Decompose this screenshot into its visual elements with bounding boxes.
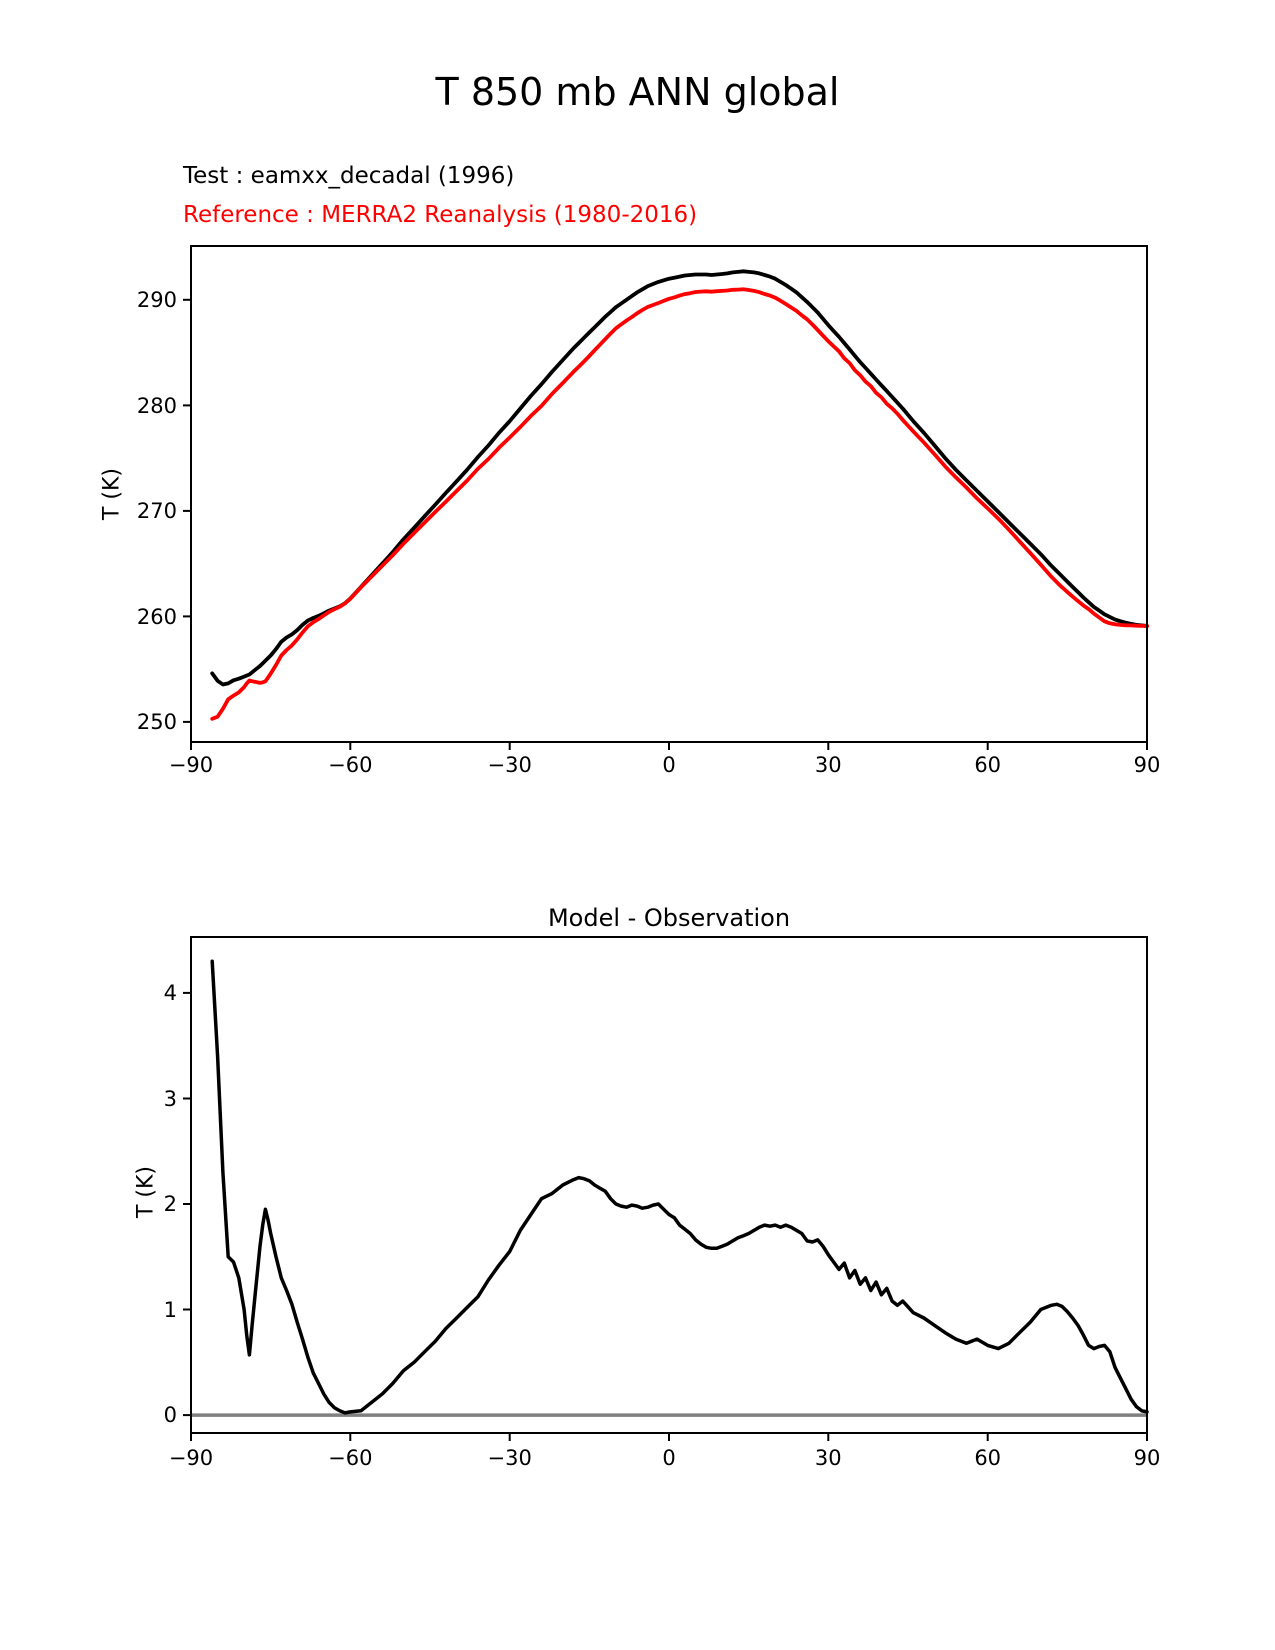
bottom-plot-box xyxy=(190,936,1148,1434)
y-tick-label: 250 xyxy=(136,710,177,734)
x-tick-label: −90 xyxy=(168,753,214,777)
x-tick-label: −60 xyxy=(328,1446,373,1470)
reference-curve xyxy=(210,287,1149,721)
x-tick-label: 90 xyxy=(1133,753,1161,777)
x-tick-label: 90 xyxy=(1133,1446,1161,1470)
y-tick-label: 270 xyxy=(136,499,177,523)
top-plot-box xyxy=(190,245,1148,743)
x-tick-label: 0 xyxy=(662,1446,676,1470)
x-tick-label: 60 xyxy=(974,753,1002,777)
x-tick-label: 30 xyxy=(814,753,842,777)
x-tick-label: 0 xyxy=(662,753,676,777)
y-tick-label: 0 xyxy=(163,1403,177,1427)
x-tick-label: 60 xyxy=(974,1446,1002,1470)
x-tick-label: 30 xyxy=(814,1446,842,1470)
y-tick-label: 290 xyxy=(136,288,177,312)
legend-reference-line: Reference : MERRA2 Reanalysis (1980-2016… xyxy=(183,202,698,228)
y-tick-label: 280 xyxy=(136,393,177,418)
x-tick-label: −30 xyxy=(487,1446,532,1470)
y-tick-label: 260 xyxy=(136,604,177,629)
diff-curve xyxy=(210,959,1149,1415)
y-tick-label: 3 xyxy=(163,1086,177,1111)
test-curve xyxy=(210,269,1149,687)
figure-title: T 850 mb ANN global xyxy=(435,70,840,114)
x-tick-label: −60 xyxy=(328,753,373,777)
legend-test-line: Test : eamxx_decadal (1996) xyxy=(183,163,515,189)
x-tick-label: −30 xyxy=(487,753,532,777)
y-tick-label: 2 xyxy=(163,1192,177,1216)
y-tick-label: 4 xyxy=(163,981,177,1005)
x-tick-label: −90 xyxy=(168,1446,214,1470)
bottom-chart-title: Model - Observation xyxy=(547,904,791,932)
y-tick-label: 1 xyxy=(163,1297,177,1322)
